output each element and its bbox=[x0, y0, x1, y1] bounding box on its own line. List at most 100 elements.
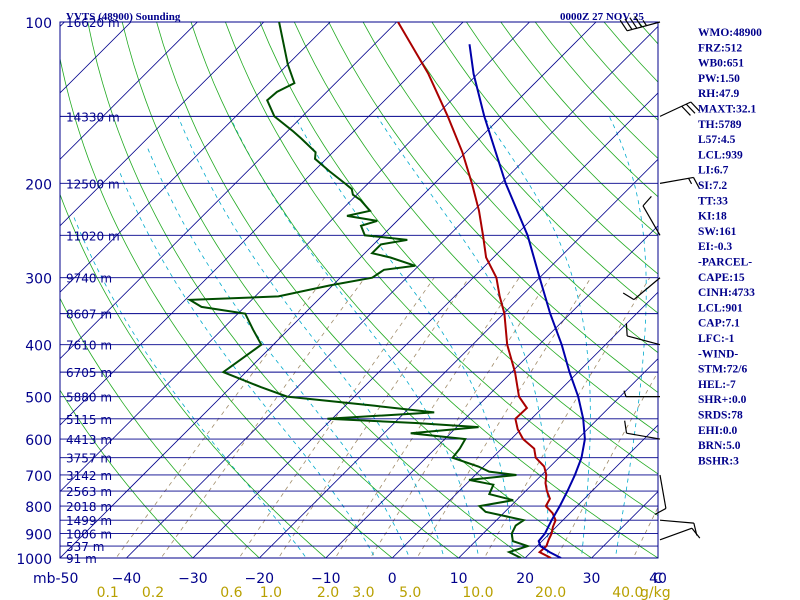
isotherm-line bbox=[258, 158, 658, 558]
isotherm-line bbox=[524, 424, 658, 558]
pressure-tick-label: 500 bbox=[25, 391, 52, 407]
height-label: 2018 m bbox=[66, 500, 112, 514]
mixing-ratio-line bbox=[483, 277, 651, 558]
wind-barbs bbox=[619, 16, 701, 541]
isotherm-line bbox=[60, 22, 398, 360]
index-line: EHI:0.0 bbox=[698, 425, 738, 437]
dry-adiabat bbox=[190, 22, 658, 558]
pressure-tick-label: 1000 bbox=[16, 552, 52, 568]
index-line: WMO:48900 bbox=[698, 27, 762, 39]
height-label: 1499 m bbox=[66, 514, 112, 528]
isotherm-line bbox=[60, 22, 464, 426]
moist-adiabat bbox=[608, 116, 647, 558]
mixing-ratio-tick-label: 0.1 bbox=[97, 585, 119, 600]
temperature-tick-label: 20 bbox=[516, 571, 534, 587]
moist-adiabat bbox=[73, 215, 307, 558]
height-label: 2563 m bbox=[66, 485, 112, 499]
moist-adiabat bbox=[119, 171, 376, 558]
index-line: -PARCEL- bbox=[698, 257, 752, 269]
wind-barb bbox=[659, 176, 701, 189]
pressure-tick-label: 100 bbox=[25, 16, 52, 32]
mixing-ratio-unit-label: g/kg bbox=[640, 585, 671, 600]
temperature-tick-label: 30 bbox=[583, 571, 601, 587]
isotherm-line bbox=[60, 22, 531, 493]
height-label: 9740 m bbox=[66, 272, 112, 286]
mixing-ratio-tick-label: 0.2 bbox=[142, 585, 164, 600]
mixing-ratio-tick-label: 20.0 bbox=[535, 585, 566, 600]
wind-barb bbox=[654, 474, 667, 516]
chart-grid bbox=[0, 10, 658, 569]
index-line: FRZ:512 bbox=[698, 42, 742, 54]
height-label: 7610 m bbox=[66, 339, 112, 353]
dry-adiabat bbox=[328, 22, 658, 393]
dry-adiabat bbox=[362, 22, 658, 354]
dry-adiabat bbox=[534, 22, 658, 159]
wind-barb bbox=[642, 195, 661, 236]
height-label: 6705 m bbox=[66, 366, 112, 380]
height-label: 14330 m bbox=[66, 110, 120, 124]
temperature-tick-label: 40 bbox=[649, 571, 667, 587]
wind-barb bbox=[624, 420, 661, 440]
isotherm-line bbox=[60, 22, 198, 160]
dry-adiabat bbox=[121, 22, 526, 558]
temperature-tick-label: 0 bbox=[388, 571, 397, 587]
corner-unit-label: C bbox=[653, 571, 663, 587]
pressure-tick-label: 400 bbox=[25, 339, 52, 355]
height-label: 16620 m bbox=[66, 16, 120, 30]
indices-panel: WMO:48900 FRZ:512 WB0:651 PW:1.50 RH:47.9 MAX… bbox=[698, 27, 762, 467]
moist-adiabat bbox=[376, 116, 549, 558]
chart-title: VVTS (48900) Sounding bbox=[66, 11, 181, 23]
height-label: 1006 m bbox=[66, 527, 112, 541]
moist-adiabat bbox=[229, 116, 480, 558]
height-label: 5880 m bbox=[66, 391, 112, 405]
index-line: CINH:4733 bbox=[698, 287, 755, 299]
height-label: 8607 m bbox=[66, 308, 112, 322]
height-label: 5115 m bbox=[66, 413, 112, 427]
moist-adiabat bbox=[177, 116, 445, 558]
dry-adiabat bbox=[431, 22, 658, 275]
index-line: SW:161 bbox=[698, 226, 737, 238]
index-line: CAP:7.1 bbox=[698, 318, 740, 330]
isotherm-line bbox=[325, 225, 658, 558]
dry-adiabat bbox=[60, 297, 260, 558]
index-line: LCL:939 bbox=[698, 149, 743, 161]
plot-frame bbox=[59, 21, 659, 559]
dry-adiabat bbox=[397, 22, 658, 314]
pressure-tick-label: 700 bbox=[25, 469, 52, 485]
isotherm-line bbox=[0, 10, 10, 569]
temperature-tick-label: mb-50 bbox=[33, 571, 78, 587]
dry-adiabat bbox=[87, 22, 460, 558]
dry-adiabat bbox=[225, 22, 658, 517]
index-line: RH:47.9 bbox=[698, 88, 739, 100]
isotherm-line bbox=[60, 22, 331, 293]
index-line: HEL:-7 bbox=[698, 379, 736, 391]
wind-barb bbox=[622, 277, 661, 301]
pressure-tick-label: 200 bbox=[25, 177, 52, 193]
mixing-ratio-line bbox=[369, 277, 551, 558]
index-line: WB0:651 bbox=[698, 58, 744, 70]
height-label: 12500 m bbox=[66, 177, 120, 191]
index-line: CAPE:15 bbox=[698, 272, 745, 284]
index-line: TT:33 bbox=[698, 195, 728, 207]
isotherm-line bbox=[192, 92, 658, 558]
wind-barb bbox=[625, 323, 661, 346]
temperature-tick-label: −40 bbox=[112, 571, 142, 587]
wind-barb bbox=[659, 101, 700, 117]
height-label: 3142 m bbox=[66, 469, 112, 483]
wind-barb bbox=[659, 527, 701, 541]
mixing-ratio-line bbox=[160, 277, 366, 558]
isotherm-line bbox=[60, 22, 66, 28]
mixing-ratio-line bbox=[556, 371, 658, 558]
index-line: SRDS:78 bbox=[698, 410, 743, 422]
index-line: -WIND- bbox=[698, 348, 738, 360]
dry-adiabat bbox=[60, 389, 194, 558]
mixing-ratio-tick-label: 2.0 bbox=[317, 585, 339, 600]
mixing-ratio-tick-label: 3.0 bbox=[352, 585, 374, 600]
mixing-ratio-line bbox=[277, 277, 470, 558]
isotherm-line bbox=[391, 291, 658, 558]
mixing-ratio-tick-label: 5.0 bbox=[399, 585, 421, 600]
temperature-tick-label: −30 bbox=[178, 571, 208, 587]
pressure-tick-label: 300 bbox=[25, 272, 52, 288]
index-line: BRN:5.0 bbox=[698, 440, 741, 452]
